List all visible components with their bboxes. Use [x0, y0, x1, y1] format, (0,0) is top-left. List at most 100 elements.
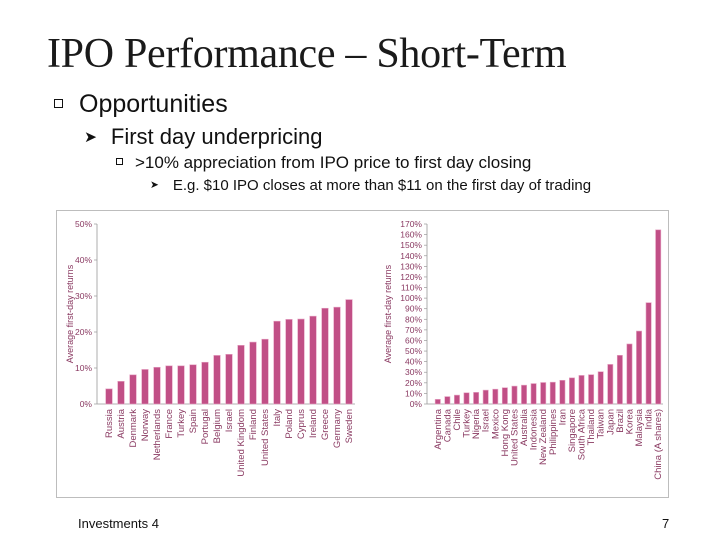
y-tick-label: 10%: [405, 388, 422, 398]
chart-bar: [165, 365, 173, 405]
y-tick-label: 140%: [400, 251, 422, 261]
x-category-label: United States: [260, 409, 271, 466]
x-category-label: Russia: [104, 408, 115, 438]
chart-bar: [463, 392, 470, 405]
x-category-label: Portugal: [200, 409, 211, 444]
y-tick-label: 80%: [405, 314, 422, 324]
x-category-label: Thailand: [586, 409, 597, 445]
chart-bar: [141, 369, 149, 405]
x-category-label: Ireland: [308, 409, 319, 438]
y-tick-label: 130%: [400, 261, 422, 271]
chart-bar: [177, 365, 185, 405]
x-category-label: Turkey: [176, 409, 187, 438]
chart-bar: [213, 355, 221, 405]
page-number: 7: [662, 516, 670, 531]
x-category-label: China (A shares): [653, 409, 664, 480]
chart-bar: [333, 306, 341, 405]
chart-bar: [434, 399, 441, 405]
y-tick-label: 170%: [400, 219, 422, 229]
chart-bar: [249, 341, 257, 405]
x-category-label: South Africa: [577, 408, 588, 460]
y-tick-label: 70%: [405, 325, 422, 335]
bullet-level1: Opportunities: [54, 90, 228, 119]
chart-bar: [444, 396, 451, 405]
y-tick-label: 30%: [75, 291, 92, 301]
y-tick-label: 30%: [405, 367, 422, 377]
bullet-level1-text: Opportunities: [79, 90, 228, 118]
x-category-label: Denmark: [128, 409, 139, 448]
chart-bar: [549, 381, 556, 405]
x-category-label: Argentina: [433, 408, 444, 449]
bullet-level3: >10% appreciation from IPO price to firs…: [116, 153, 531, 173]
x-category-label: Nigeria: [471, 408, 482, 439]
x-category-label: Italy: [272, 409, 283, 427]
x-category-label: Indonesia: [529, 408, 540, 450]
y-tick-label: 10%: [75, 363, 92, 373]
chart-bar: [511, 385, 518, 405]
bullet-level2: ➤ First day underpricing: [84, 124, 322, 150]
x-category-label: Netherlands: [152, 409, 163, 460]
x-category-label: Belgium: [212, 409, 223, 443]
chart-bar: [482, 389, 489, 405]
x-category-label: Taiwan: [596, 409, 607, 439]
y-tick-label: 40%: [405, 357, 422, 367]
chart-bar: [261, 338, 269, 405]
bullet-level4-text: E.g. $10 IPO closes at more than $11 on …: [172, 177, 592, 194]
chart-bar: [578, 375, 585, 405]
y-tick-label: 50%: [405, 346, 422, 356]
x-category-label: Poland: [284, 409, 295, 439]
chart-bar: [321, 307, 329, 405]
chart-bar: [540, 382, 547, 405]
chart-bar: [201, 361, 209, 405]
x-category-label: India: [644, 408, 655, 429]
y-axis-label: Average first-day returns: [65, 264, 75, 363]
x-category-label: Israel: [224, 409, 235, 432]
chart-bar: [588, 374, 595, 405]
chart-bar: [237, 345, 245, 405]
chart-bar: [105, 388, 113, 405]
x-category-label: Finland: [248, 409, 259, 440]
x-category-label: Turkey: [462, 409, 473, 438]
y-tick-label: 20%: [75, 327, 92, 337]
y-tick-label: 160%: [400, 230, 422, 240]
chart-bar: [655, 229, 662, 405]
x-category-label: Austria: [116, 408, 127, 438]
chart-bar: [616, 354, 623, 405]
x-category-label: United States: [509, 409, 520, 466]
chart-bar: [273, 320, 281, 405]
x-category-label: Philippines: [548, 409, 559, 455]
x-category-label: United Kingdom: [236, 409, 247, 477]
x-category-label: Japan: [605, 409, 616, 435]
chart-bar: [129, 374, 137, 405]
chart-bar: [626, 343, 633, 405]
chart-bar: [153, 366, 161, 405]
x-category-label: Cyprus: [296, 409, 307, 439]
arrow-bullet-icon: ➤: [150, 179, 159, 191]
x-category-label: Germany: [332, 409, 343, 448]
y-tick-label: 50%: [75, 219, 92, 229]
y-tick-label: 150%: [400, 240, 422, 250]
x-category-label: Singapore: [567, 409, 578, 452]
x-category-label: Canada: [442, 408, 453, 442]
chart-bar: [345, 299, 353, 405]
chart-bar: [297, 318, 305, 405]
chart-bar: [501, 387, 508, 405]
y-axis-label: Average first-day returns: [383, 264, 393, 363]
x-category-label: Brazil: [615, 409, 626, 433]
arrow-bullet-icon: ➤: [84, 129, 97, 146]
chart-bar: [530, 383, 537, 405]
x-category-label: Korea: [624, 408, 635, 434]
chart-bar: [117, 381, 125, 405]
chart-bar: [454, 394, 460, 405]
x-category-label: Australia: [519, 408, 530, 446]
chart-bar: [636, 330, 642, 405]
x-category-label: Hong Kong: [500, 409, 511, 457]
chart-panel: 0% 10% 20% 30% 40% 50% Average first-day retur…: [56, 210, 669, 498]
square-bullet-icon: [54, 98, 63, 108]
x-category-label: Iran: [557, 409, 568, 425]
bullet-level4: ➤ E.g. $10 IPO closes at more than $11 on…: [150, 177, 591, 194]
charts-svg: 0%10%20%30%40%50%Average first-day retur…: [65, 219, 664, 480]
x-category-label: Spain: [188, 409, 199, 433]
y-tick-label: 40%: [75, 255, 92, 265]
y-tick-label: 0%: [410, 399, 423, 409]
